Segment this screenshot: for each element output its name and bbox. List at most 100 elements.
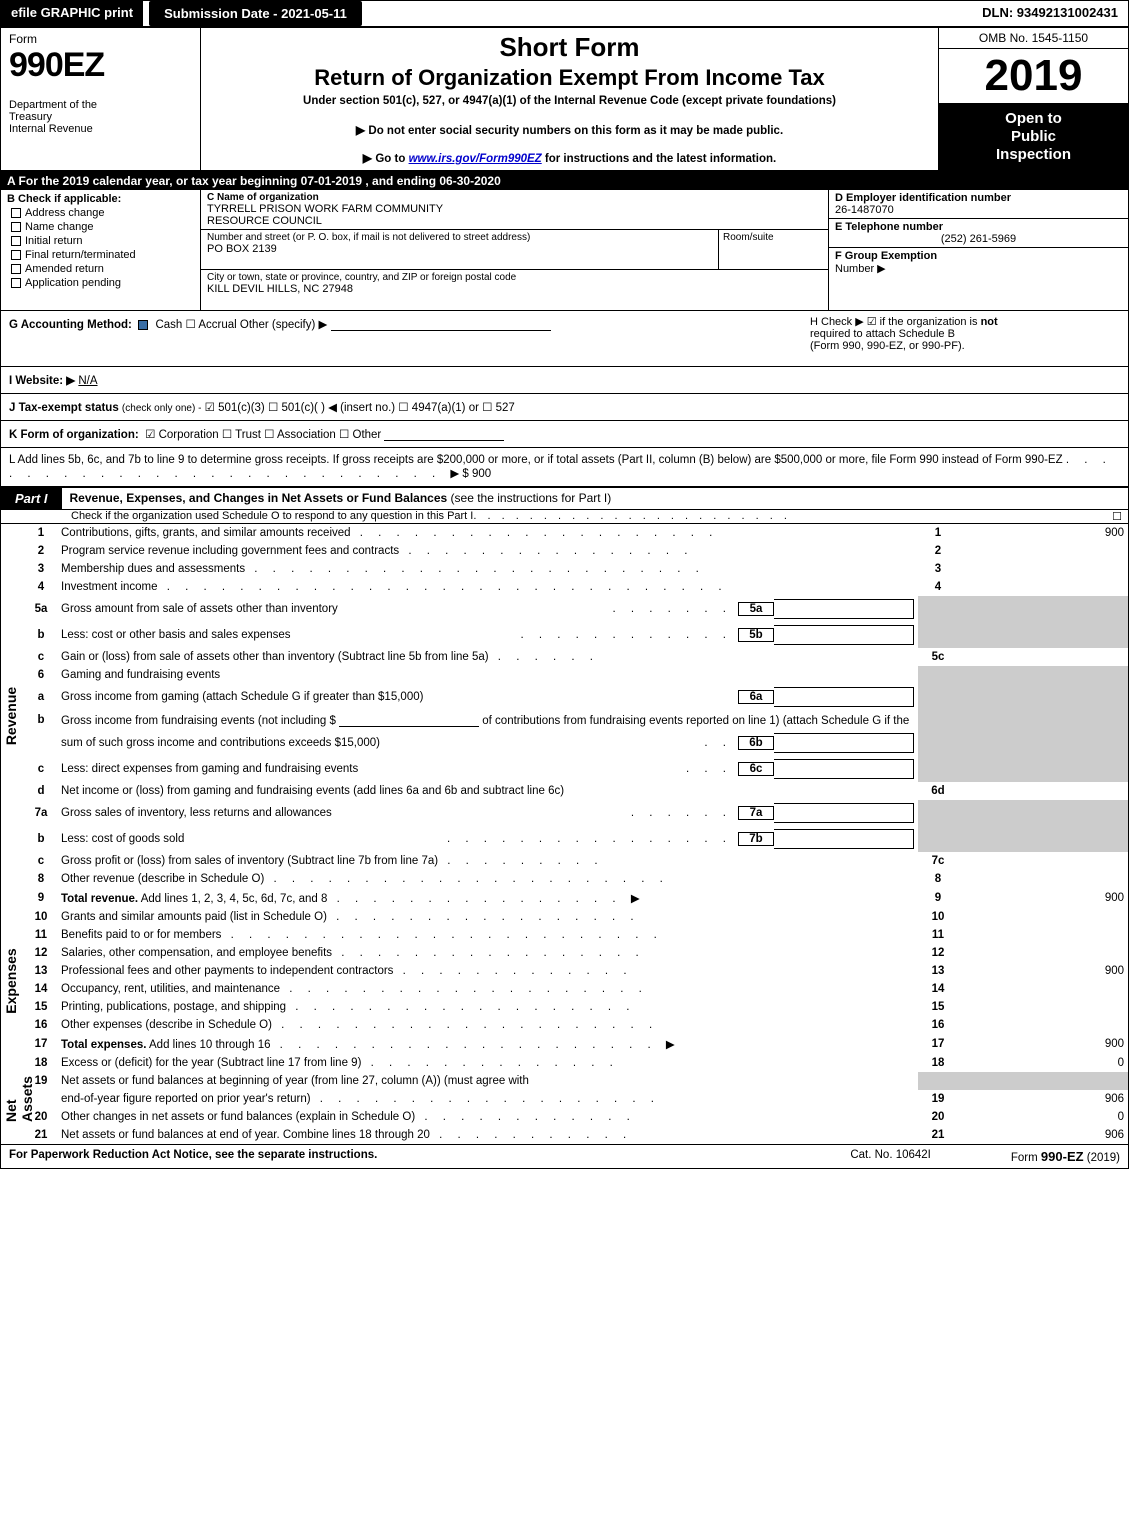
dln-label: DLN: 93492131002431 [972, 1, 1128, 26]
tax-year: 2019 [939, 49, 1128, 104]
table-row: Net Assets 18Excess or (deficit) for the… [1, 1054, 1128, 1072]
table-row: 7a Gross sales of inventory, less return… [1, 800, 1128, 826]
e-label: E Telephone number [835, 221, 943, 233]
spacer [362, 1, 972, 26]
paperwork-notice: For Paperwork Reduction Act Notice, see … [9, 1149, 850, 1164]
accounting-other-field[interactable] [331, 317, 551, 331]
j-label: J Tax-exempt status [9, 402, 119, 414]
address-row: Number and street (or P. O. box, if mail… [201, 230, 828, 270]
donot-text: Do not enter social security numbers on … [368, 125, 783, 137]
b-heading: B Check if applicable: [7, 193, 194, 205]
table-row: 8Other revenue (describe in Schedule O) … [1, 870, 1128, 888]
i-label: I Website: ▶ [9, 375, 75, 387]
line-k: K Form of organization: ☑ Corporation ☐ … [1, 421, 1128, 448]
table-row: dNet income or (loss) from gaming and fu… [1, 782, 1128, 800]
city-label: City or town, state or province, country… [207, 272, 822, 283]
form-word: Form [9, 32, 192, 46]
goto-post: for instructions and the latest informat… [542, 153, 777, 165]
dept-line3: Internal Revenue [9, 123, 192, 135]
table-row: 20Other changes in net assets or fund ba… [1, 1108, 1128, 1126]
org-other-field[interactable] [384, 427, 504, 441]
table-row: 6Gaming and fundraising events [1, 666, 1128, 684]
dots: . . . . . . . . . . . . . . . . . . . . … [473, 510, 1096, 523]
j-opts: ☑ 501(c)(3) ☐ 501(c)( ) ◀ (insert no.) ☐… [205, 402, 515, 414]
c-label: C Name of organization [207, 192, 319, 203]
header-right: OMB No. 1545-1150 2019 Open to Public In… [938, 28, 1128, 170]
irs-link[interactable]: www.irs.gov/Form990EZ [409, 153, 542, 165]
efile-print-button[interactable]: efile GRAPHIC print [1, 1, 143, 26]
open-line2: Public [943, 128, 1124, 146]
line-i: I Website: ▶ N/A [1, 367, 1128, 394]
net-assets-side-label: Net Assets [3, 1076, 35, 1122]
entity-info-block: B Check if applicable: Address change Na… [1, 190, 1128, 311]
cb-cash[interactable] [138, 320, 148, 330]
lines-table: Revenue 1 Contributions, gifts, grants, … [1, 524, 1128, 1144]
cb-initial-return[interactable]: Initial return [11, 235, 194, 247]
g-opts: Cash ☐ Accrual Other (specify) ▶ [155, 319, 327, 331]
d-label: D Employer identification number [835, 192, 1011, 204]
table-row: cGain or (loss) from sale of assets othe… [1, 648, 1128, 666]
contrib-blank[interactable] [339, 713, 479, 727]
org-name1: TYRRELL PRISON WORK FARM COMMUNITY [207, 203, 822, 215]
f-label2: Number ▶ [835, 263, 886, 275]
header-left: Form 990EZ Department of the Treasury In… [1, 28, 201, 170]
cb-name-change[interactable]: Name change [11, 221, 194, 233]
return-title: Return of Organization Exempt From Incom… [209, 65, 930, 91]
arrow-icon: ▶ [631, 893, 640, 905]
part-i-check-text: Check if the organization used Schedule … [71, 510, 473, 523]
part-i-tab: Part I [1, 488, 62, 509]
section-e: E Telephone number (252) 261-5969 [829, 219, 1128, 248]
section-f: F Group Exemption Number ▶ [829, 248, 1128, 310]
table-row: b Gross income from fundraising events (… [1, 710, 1128, 730]
omb-number: OMB No. 1545-1150 [939, 28, 1128, 49]
cb-address-change[interactable]: Address change [11, 207, 194, 219]
part-i-title: Revenue, Expenses, and Changes in Net As… [62, 488, 1128, 509]
city-value: KILL DEVIL HILLS, NC 27948 [207, 283, 822, 295]
l-value: 900 [472, 468, 491, 480]
submission-date-badge: Submission Date - 2021-05-11 [149, 1, 362, 26]
open-line3: Inspection [943, 146, 1124, 164]
h-not: not [981, 316, 998, 328]
line-g-h: G Accounting Method: Cash ☐ Accrual Othe… [1, 311, 1128, 367]
cb-application-pending[interactable]: Application pending [11, 277, 194, 289]
k-label: K Form of organization: [9, 429, 139, 441]
part-i-check-line: Check if the organization used Schedule … [1, 510, 1128, 524]
table-row: 14Occupancy, rent, utilities, and mainte… [1, 980, 1128, 998]
cb-amended-return[interactable]: Amended return [11, 263, 194, 275]
table-row: 17 Total expenses. Add lines 10 through … [1, 1034, 1128, 1054]
h-text1: H Check ▶ ☑ if the organization is [810, 316, 981, 328]
open-line1: Open to [943, 110, 1124, 128]
table-row: 13Professional fees and other payments t… [1, 962, 1128, 980]
section-b: B Check if applicable: Address change Na… [1, 190, 201, 310]
form-number-footer: Form 990-EZ (2019) [1011, 1149, 1120, 1164]
phone-value: (252) 261-5969 [835, 233, 1122, 245]
dept-line1: Department of the [9, 99, 192, 111]
form-page: efile GRAPHIC print Submission Date - 20… [0, 0, 1129, 1169]
table-row: 3Membership dues and assessments . . . .… [1, 560, 1128, 578]
f-label: F Group Exemption [835, 250, 937, 262]
table-row: 21Net assets or fund balances at end of … [1, 1126, 1128, 1144]
room-suite-box: Room/suite [718, 230, 828, 269]
table-row: 15Printing, publications, postage, and s… [1, 998, 1128, 1016]
table-row: 4Investment income . . . . . . . . . . .… [1, 578, 1128, 596]
short-form-title: Short Form [209, 32, 930, 63]
arrow-icon: ▶ [356, 123, 369, 137]
g-label: G Accounting Method: [9, 319, 132, 331]
section-d: D Employer identification number 26-1487… [829, 190, 1128, 219]
part-i-checkbox[interactable]: ☐ [1096, 510, 1128, 523]
table-row: cGross profit or (loss) from sales of in… [1, 852, 1128, 870]
cb-final-return[interactable]: Final return/terminated [11, 249, 194, 261]
table-row: 16Other expenses (describe in Schedule O… [1, 1016, 1128, 1034]
table-row: b Less: cost or other basis and sales ex… [1, 622, 1128, 648]
revenue-side-label: Revenue [3, 687, 19, 745]
table-row: 19Net assets or fund balances at beginni… [1, 1072, 1128, 1090]
section-c: C Name of organization TYRRELL PRISON WO… [201, 190, 828, 310]
form-number: 990EZ [9, 46, 192, 85]
table-row: Revenue 1 Contributions, gifts, grants, … [1, 524, 1128, 542]
k-opts: ☑ Corporation ☐ Trust ☐ Association ☐ Ot… [145, 429, 381, 441]
line-h: H Check ▶ ☑ if the organization is not r… [810, 315, 1120, 352]
header-center: Short Form Return of Organization Exempt… [201, 28, 938, 170]
line-j: J Tax-exempt status (check only one) - ☑… [1, 394, 1128, 421]
l-arrow: ▶ $ [450, 468, 468, 480]
under-section: Under section 501(c), 527, or 4947(a)(1)… [209, 95, 930, 107]
